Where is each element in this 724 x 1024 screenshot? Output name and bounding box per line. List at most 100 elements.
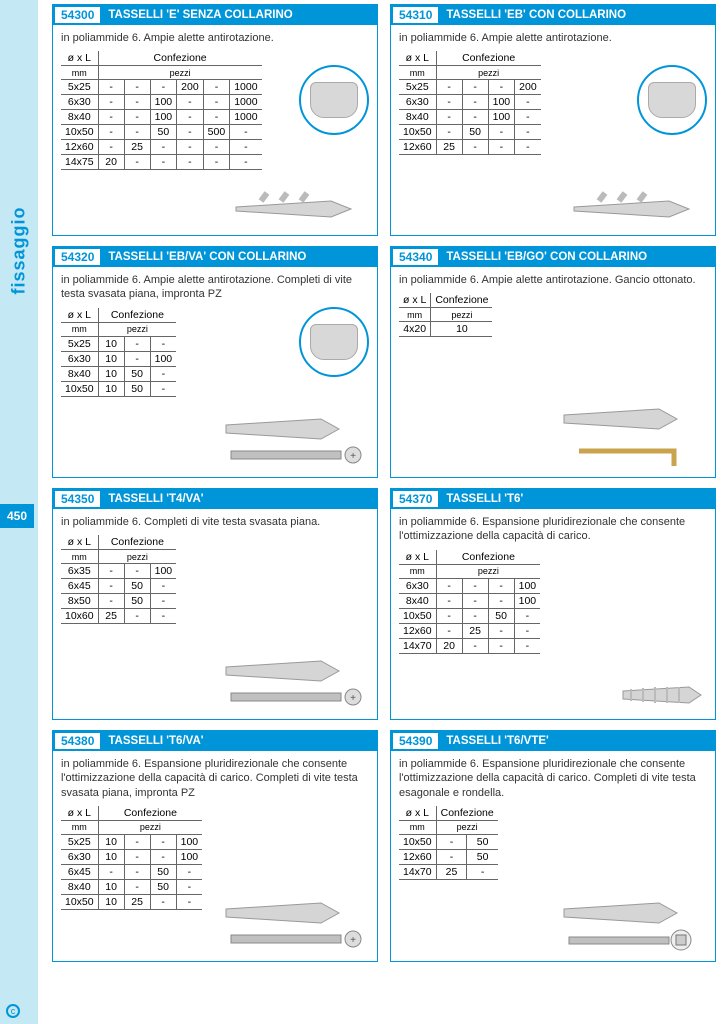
corner-icon: c — [6, 1004, 20, 1018]
plug-shape-icon — [310, 82, 358, 118]
col-conf: Confezione — [98, 806, 202, 821]
col-dim: ø x L — [61, 308, 98, 323]
product-title: TASSELLI 'E' SENZA COLLARINO — [102, 5, 292, 25]
product-title: TASSELLI 'T6/VA' — [102, 731, 203, 751]
product-circle-icon — [299, 307, 369, 377]
card-body: in poliammide 6. Espansione pluridirezio… — [391, 509, 715, 719]
table-row: 10x6025-- — [61, 609, 176, 624]
product-description: in poliammide 6. Espansione pluridirezio… — [53, 751, 377, 804]
table-row: 12x60-25---- — [61, 140, 262, 155]
card-body: in poliammide 6. Ampie alette antirotazi… — [391, 267, 715, 477]
svg-text:+: + — [350, 451, 356, 462]
product-title: TASSELLI 'EB/GO' CON COLLARINO — [440, 247, 647, 267]
table-row: 14x7520----- — [61, 155, 262, 170]
table-row: 5x2510-- — [61, 336, 176, 351]
table-row: 6x30---100 — [399, 578, 540, 593]
table-row: 6x3010-100 — [61, 351, 176, 366]
product-card: 54380TASSELLI 'T6/VA'in poliammide 6. Es… — [52, 730, 378, 962]
page-number: 450 — [0, 504, 34, 528]
card-header: 54300TASSELLI 'E' SENZA COLLARINO — [53, 5, 377, 25]
anchor-hook-image — [559, 401, 709, 471]
product-card: 54390TASSELLI 'T6/VTE'in poliammide 6. E… — [390, 730, 716, 962]
table-row: 8x4010-50- — [61, 879, 202, 894]
col-dim: ø x L — [399, 293, 431, 308]
content-area: 54300TASSELLI 'E' SENZA COLLARINOin poli… — [38, 0, 724, 1024]
col-dim: ø x L — [399, 806, 436, 821]
anchor-screw-image: + — [221, 411, 371, 471]
col-conf: Confezione — [436, 806, 498, 821]
table-row: 5x25---200 — [399, 80, 541, 95]
table-row: 8x401050- — [61, 366, 176, 381]
product-card: 54370TASSELLI 'T6'in poliammide 6. Espan… — [390, 488, 716, 720]
anchor-screw-image: + — [221, 653, 371, 713]
card-body: in poliammide 6. Ampie alette antirotazi… — [53, 267, 377, 477]
card-header: 54370TASSELLI 'T6' — [391, 489, 715, 509]
table-row: 14x7020--- — [399, 638, 540, 653]
card-body: in poliammide 6. Espansione pluridirezio… — [53, 751, 377, 961]
product-description: in poliammide 6. Espansione pluridirezio… — [391, 751, 715, 804]
col-conf: Confezione — [98, 51, 261, 66]
table-row: 12x60-50 — [399, 849, 498, 864]
col-conf: Confezione — [98, 308, 176, 323]
table-row: 14x7025- — [399, 864, 498, 879]
specs-table: ø x LConfezionemmpezzi6x35--1006x45-50-8… — [61, 535, 176, 624]
table-row: 10x50-50 — [399, 834, 498, 849]
card-body: in poliammide 6. Espansione pluridirezio… — [391, 751, 715, 961]
table-row: 10x501050- — [61, 381, 176, 396]
specs-table: ø x LConfezionemmpezzi10x50-5012x60-5014… — [399, 806, 498, 880]
product-code: 54320 — [55, 249, 100, 265]
product-title: TASSELLI 'T4/VA' — [102, 489, 203, 509]
col-dim: ø x L — [399, 550, 436, 565]
product-card: 54350TASSELLI 'T4/VA'in poliammide 6. Co… — [52, 488, 378, 720]
col-conf: Confezione — [431, 293, 493, 308]
specs-table: ø x LConfezionemmpezzi5x25---2006x30--10… — [399, 51, 541, 155]
product-description: in poliammide 6. Espansione pluridirezio… — [391, 509, 715, 548]
card-header: 54390TASSELLI 'T6/VTE' — [391, 731, 715, 751]
table-row: 6x45-50- — [61, 579, 176, 594]
product-circle-icon — [637, 65, 707, 135]
svg-text:+: + — [350, 693, 356, 704]
product-title: TASSELLI 'EB' CON COLLARINO — [440, 5, 626, 25]
plug-shape-icon — [310, 324, 358, 360]
anchor-image — [231, 189, 371, 229]
svg-text:+: + — [350, 935, 356, 946]
card-body: in poliammide 6. Ampie alette antirotazi… — [53, 25, 377, 235]
product-card: 54310TASSELLI 'EB' CON COLLARINOin polia… — [390, 4, 716, 236]
col-conf: Confezione — [436, 550, 540, 565]
table-row: 6x30--100--1000 — [61, 95, 262, 110]
table-row: 8x40---100 — [399, 593, 540, 608]
product-title: TASSELLI 'T6/VTE' — [440, 731, 548, 751]
product-code: 54300 — [55, 7, 100, 23]
product-code: 54310 — [393, 7, 438, 23]
col-conf: Confezione — [436, 51, 541, 66]
product-title: TASSELLI 'EB/VA' CON COLLARINO — [102, 247, 306, 267]
table-row: 10x50-50-- — [399, 125, 541, 140]
col-dim: ø x L — [61, 51, 98, 66]
col-dim: ø x L — [61, 535, 98, 550]
product-description: in poliammide 6. Completi di vite testa … — [53, 509, 377, 533]
product-code: 54370 — [393, 491, 438, 507]
specs-table: ø x LConfezionemmpezzi5x2510--1006x3010-… — [61, 806, 202, 910]
product-description: in poliammide 6. Ampie alette antirotazi… — [391, 25, 715, 49]
table-row: 5x2510--100 — [61, 834, 202, 849]
table-row: 5x25---200-1000 — [61, 80, 262, 95]
table-row: 4x2010 — [399, 322, 492, 337]
product-grid: 54300TASSELLI 'E' SENZA COLLARINOin poli… — [52, 4, 716, 962]
specs-table: ø x LConfezionemmpezzi4x2010 — [399, 293, 492, 337]
anchor-screw-image: + — [221, 895, 371, 955]
specs-table: ø x LConfezionemmpezzi5x2510--6x3010-100… — [61, 308, 176, 397]
anchor-bolt-image — [559, 895, 709, 955]
product-code: 54350 — [55, 491, 100, 507]
col-dim: ø x L — [399, 51, 436, 66]
table-row: 8x50-50- — [61, 594, 176, 609]
col-conf: Confezione — [98, 535, 176, 550]
table-row: 8x40--100--1000 — [61, 110, 262, 125]
card-header: 54320TASSELLI 'EB/VA' CON COLLARINO — [53, 247, 377, 267]
product-card: 54300TASSELLI 'E' SENZA COLLARINOin poli… — [52, 4, 378, 236]
table-row: 12x6025--- — [399, 140, 541, 155]
product-card: 54320TASSELLI 'EB/VA' CON COLLARINOin po… — [52, 246, 378, 478]
table-row: 12x60-25-- — [399, 623, 540, 638]
specs-table: ø x LConfezionemmpezzi6x30---1008x40---1… — [399, 550, 540, 654]
card-header: 54310TASSELLI 'EB' CON COLLARINO — [391, 5, 715, 25]
product-description: in poliammide 6. Ampie alette antirotazi… — [53, 25, 377, 49]
